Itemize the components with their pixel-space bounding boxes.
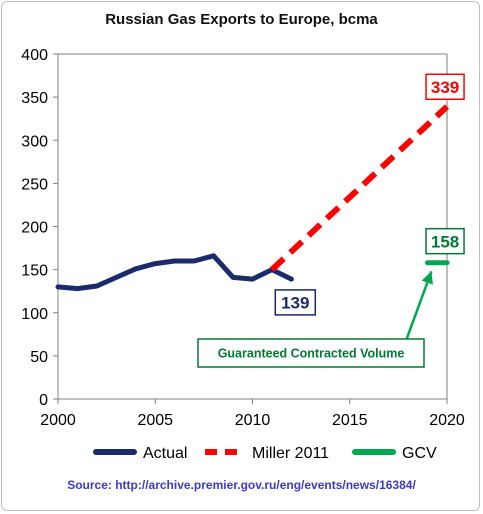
annotation-label: 139 (281, 294, 309, 313)
x-tick-label: 2000 (40, 412, 76, 429)
annotation-box (425, 227, 465, 255)
annotation-label: 158 (431, 232, 459, 251)
annotation-arrow (404, 270, 433, 341)
annotation-layer: 139 339 158 Guaranteed Contracted Volume (197, 73, 465, 368)
annotation-label: 339 (431, 78, 459, 97)
y-tick-label: 400 (21, 47, 48, 64)
y-tick-label: 0 (39, 392, 48, 409)
series-line-actual (55, 253, 294, 292)
chart-title: Russian Gas Exports to Europe, bcma (105, 11, 378, 28)
legend-label: Miller 2011 (252, 445, 329, 462)
y-tick-label: 250 (21, 176, 48, 193)
legend-label: Actual (143, 445, 187, 462)
x-tick-label: 2005 (137, 412, 173, 429)
annotation-box (425, 73, 465, 101)
x-axis: 2000 2005 2010 2015 2020 (40, 399, 465, 429)
series-line-miller-2011 (269, 104, 450, 272)
series-layer (55, 104, 450, 292)
y-axis: 0 50 100 150 200 250 300 350 400 (21, 47, 58, 409)
x-tick-label: 2015 (332, 412, 368, 429)
x-tick-label: 2010 (235, 412, 271, 429)
annotation-box (197, 338, 425, 368)
y-tick-label: 100 (21, 306, 48, 323)
y-tick-label: 200 (21, 220, 48, 237)
x-tick-label: 2020 (429, 412, 465, 429)
legend: Actual Miller 2011 GCV (93, 445, 437, 462)
annotation-box (274, 289, 317, 316)
source-text: Source: http://archive.premier.gov.ru/en… (67, 478, 416, 492)
y-tick-label: 150 (21, 263, 48, 280)
annotation-arrowhead (421, 271, 433, 285)
legend-label: GCV (402, 445, 437, 462)
y-tick-label: 50 (30, 349, 48, 366)
y-tick-label: 300 (21, 133, 48, 150)
annotation-label: Guaranteed Contracted Volume (218, 347, 405, 361)
y-tick-label: 350 (21, 90, 48, 107)
